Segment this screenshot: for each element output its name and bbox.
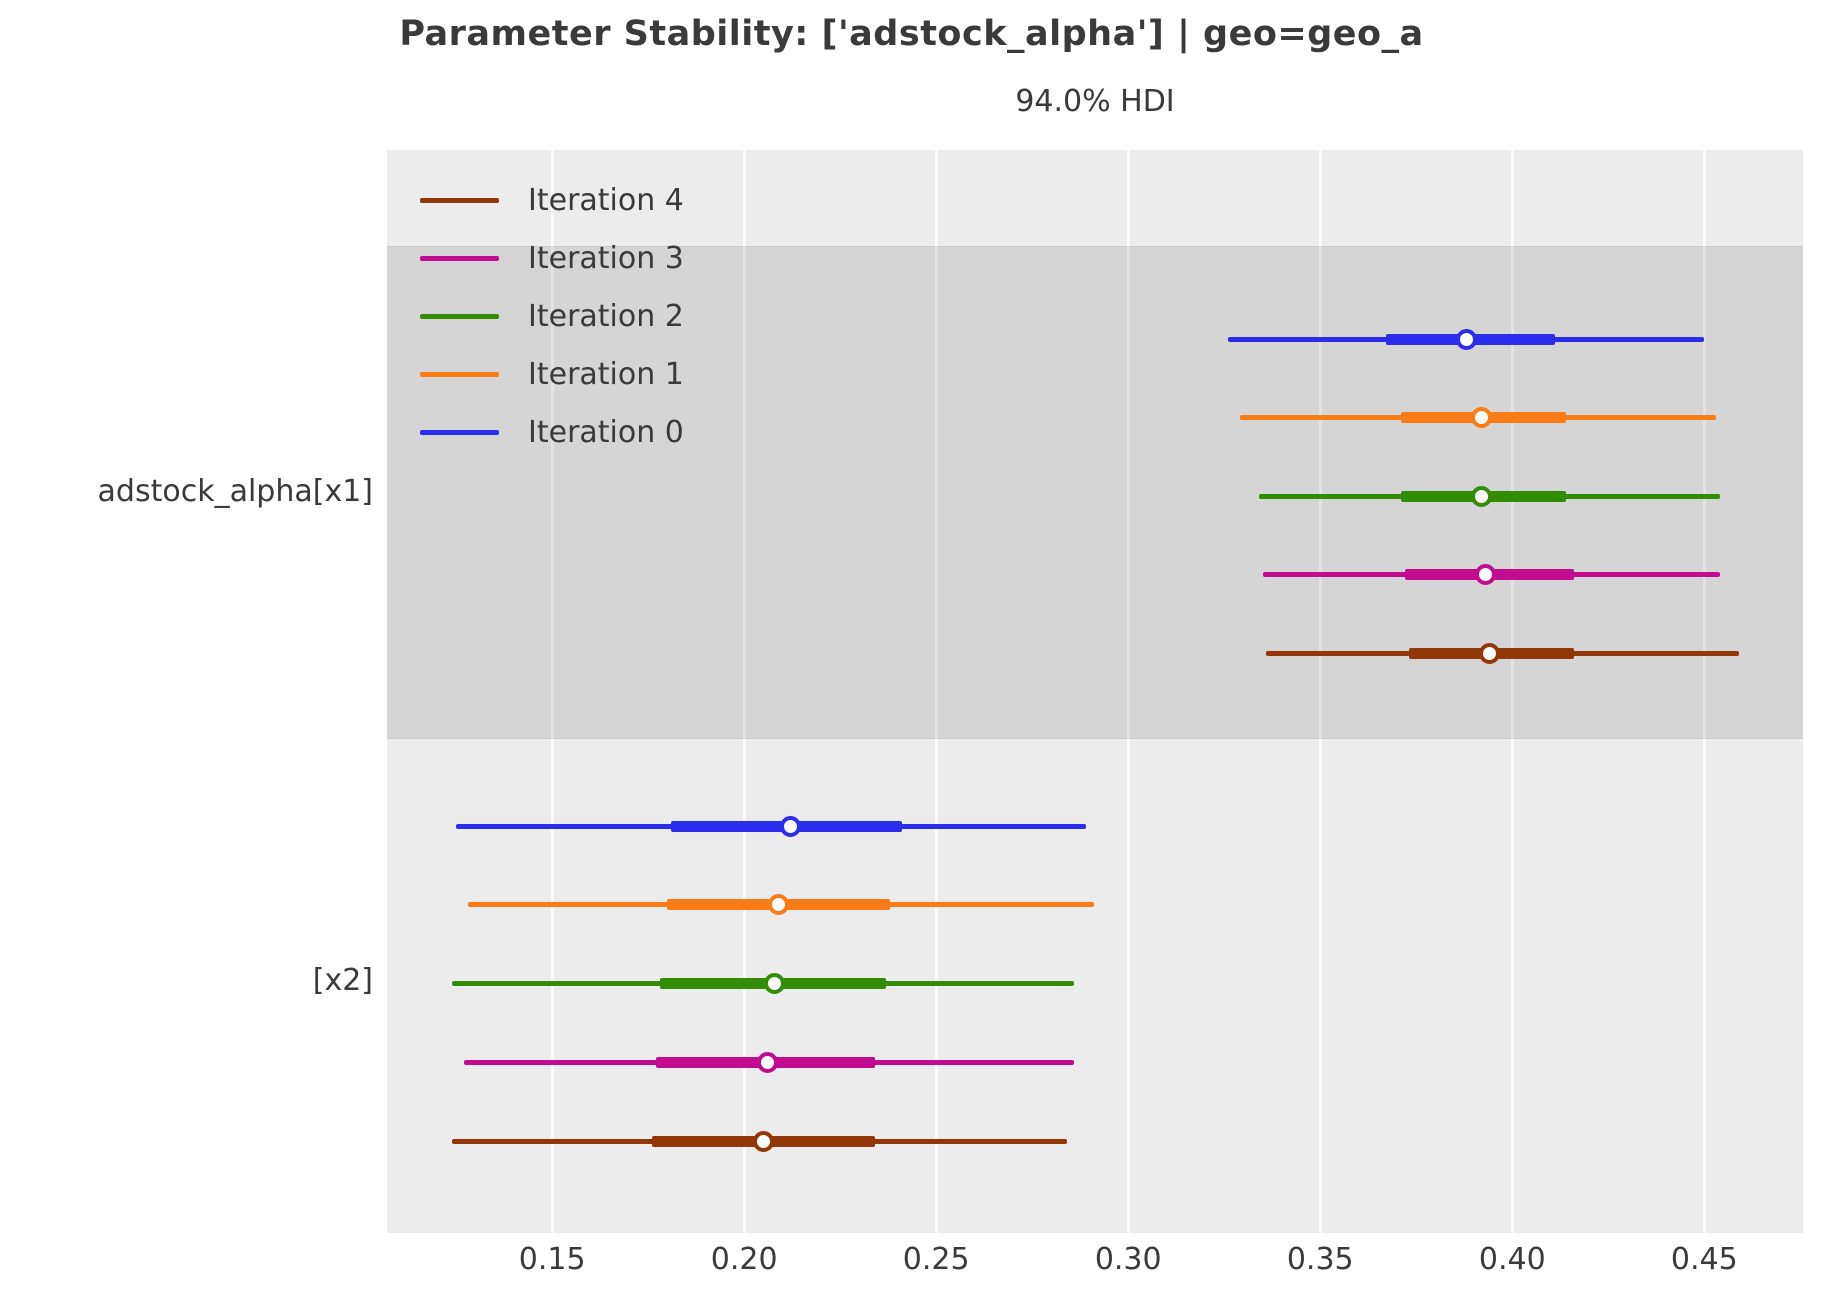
gridline — [1126, 150, 1130, 1233]
median-dot — [752, 1130, 774, 1152]
legend-item-label: Iteration 0 — [528, 415, 684, 450]
legend-line-swatch — [420, 314, 499, 319]
legend-item-label: Iteration 3 — [528, 241, 684, 276]
median-dot — [764, 973, 786, 994]
legend-item-label: Iteration 4 — [528, 183, 684, 218]
x-tick-label: 0.40 — [1478, 1242, 1546, 1277]
y-tick-label: [x2] — [312, 963, 373, 998]
legend-line-swatch — [420, 256, 499, 261]
legend-item: Iteration 3 — [420, 241, 720, 277]
x-tick-label: 0.20 — [710, 1242, 778, 1277]
x-tick-label: 0.30 — [1094, 1242, 1162, 1277]
median-dot — [768, 894, 790, 916]
chart-subtitle: 94.0% HDI — [1015, 84, 1175, 119]
legend-item: Iteration 4 — [420, 183, 720, 219]
legend-line-swatch — [420, 198, 499, 203]
legend-item: Iteration 2 — [420, 299, 720, 335]
legend-item-label: Iteration 2 — [528, 299, 684, 334]
median-dot — [1471, 407, 1493, 428]
median-dot — [1471, 485, 1493, 507]
median-dot — [756, 1051, 778, 1073]
y-tick-label: adstock_alpha[x1] — [97, 474, 373, 509]
gridline — [1702, 150, 1706, 1233]
legend-item: Iteration 0 — [420, 415, 720, 451]
gridline — [934, 150, 938, 1233]
x-tick-label: 0.45 — [1670, 1242, 1738, 1277]
median-dot — [779, 815, 801, 837]
x-tick-label: 0.35 — [1286, 1242, 1354, 1277]
gridline — [1510, 150, 1514, 1233]
median-dot — [1478, 642, 1500, 664]
plot-area: Iteration 4 Iteration 3 Iteration 2 Iterati… — [387, 150, 1803, 1233]
gridline — [742, 150, 746, 1233]
chart-title: Parameter Stability: ['adstock_alpha'] |… — [399, 14, 1424, 54]
legend-item: Iteration 1 — [420, 357, 720, 393]
median-dot — [1474, 564, 1496, 585]
x-tick-label: 0.15 — [518, 1242, 586, 1277]
legend-line-swatch — [420, 372, 499, 377]
gridline — [550, 150, 554, 1233]
gridline — [1318, 150, 1322, 1233]
median-dot — [1455, 328, 1477, 350]
x-tick-label: 0.25 — [902, 1242, 970, 1277]
legend-item-label: Iteration 1 — [528, 357, 684, 392]
legend-line-swatch — [420, 430, 499, 435]
